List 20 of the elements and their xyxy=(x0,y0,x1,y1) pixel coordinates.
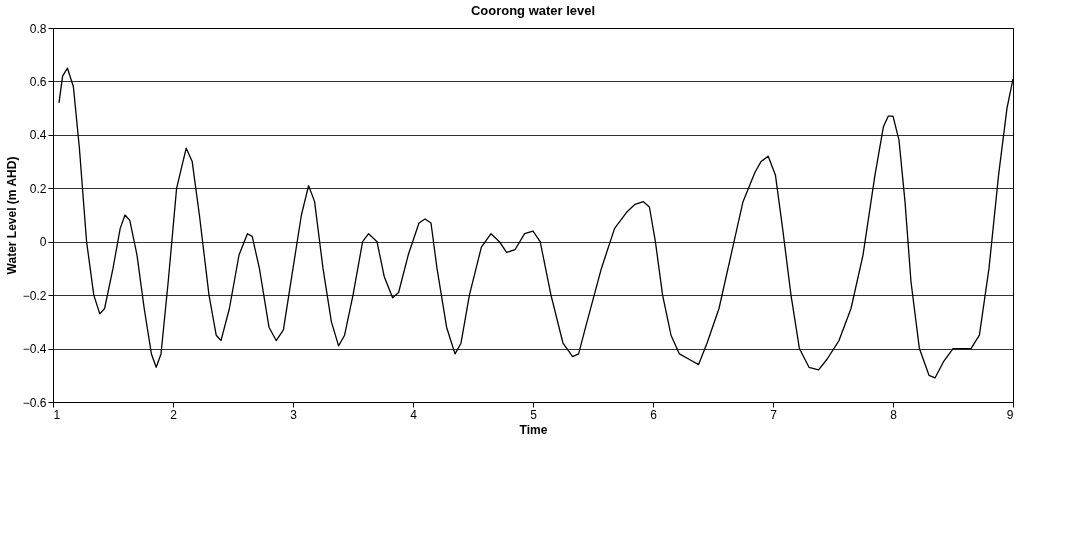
x-axis-title: Time xyxy=(519,422,548,437)
y-tick-label: −0.2 xyxy=(22,288,47,303)
y-tick-label: 0 xyxy=(39,235,47,250)
x-tick-label: 8 xyxy=(890,407,898,422)
x-tick-label: 9 xyxy=(1006,407,1014,422)
chart-title: Coorong water level xyxy=(470,3,596,18)
x-tick-label: 6 xyxy=(650,407,658,422)
y-tick-label: −0.6 xyxy=(22,395,47,410)
x-tick-label: 5 xyxy=(530,407,538,422)
x-tick-label: 2 xyxy=(170,407,178,422)
x-tick-label: 1 xyxy=(53,407,61,422)
x-tick-label: 7 xyxy=(770,407,778,422)
y-tick-label: 0.2 xyxy=(29,181,47,196)
y-tick-label: 0.6 xyxy=(29,74,47,89)
y-axis-title: Water Level (m AHD) xyxy=(4,156,19,275)
y-tick-label: −0.4 xyxy=(22,342,47,357)
y-tick-label: 0.8 xyxy=(29,21,47,36)
x-tick-label: 4 xyxy=(410,407,418,422)
x-tick-label: 3 xyxy=(290,407,298,422)
y-tick-label: 0.4 xyxy=(29,128,47,143)
